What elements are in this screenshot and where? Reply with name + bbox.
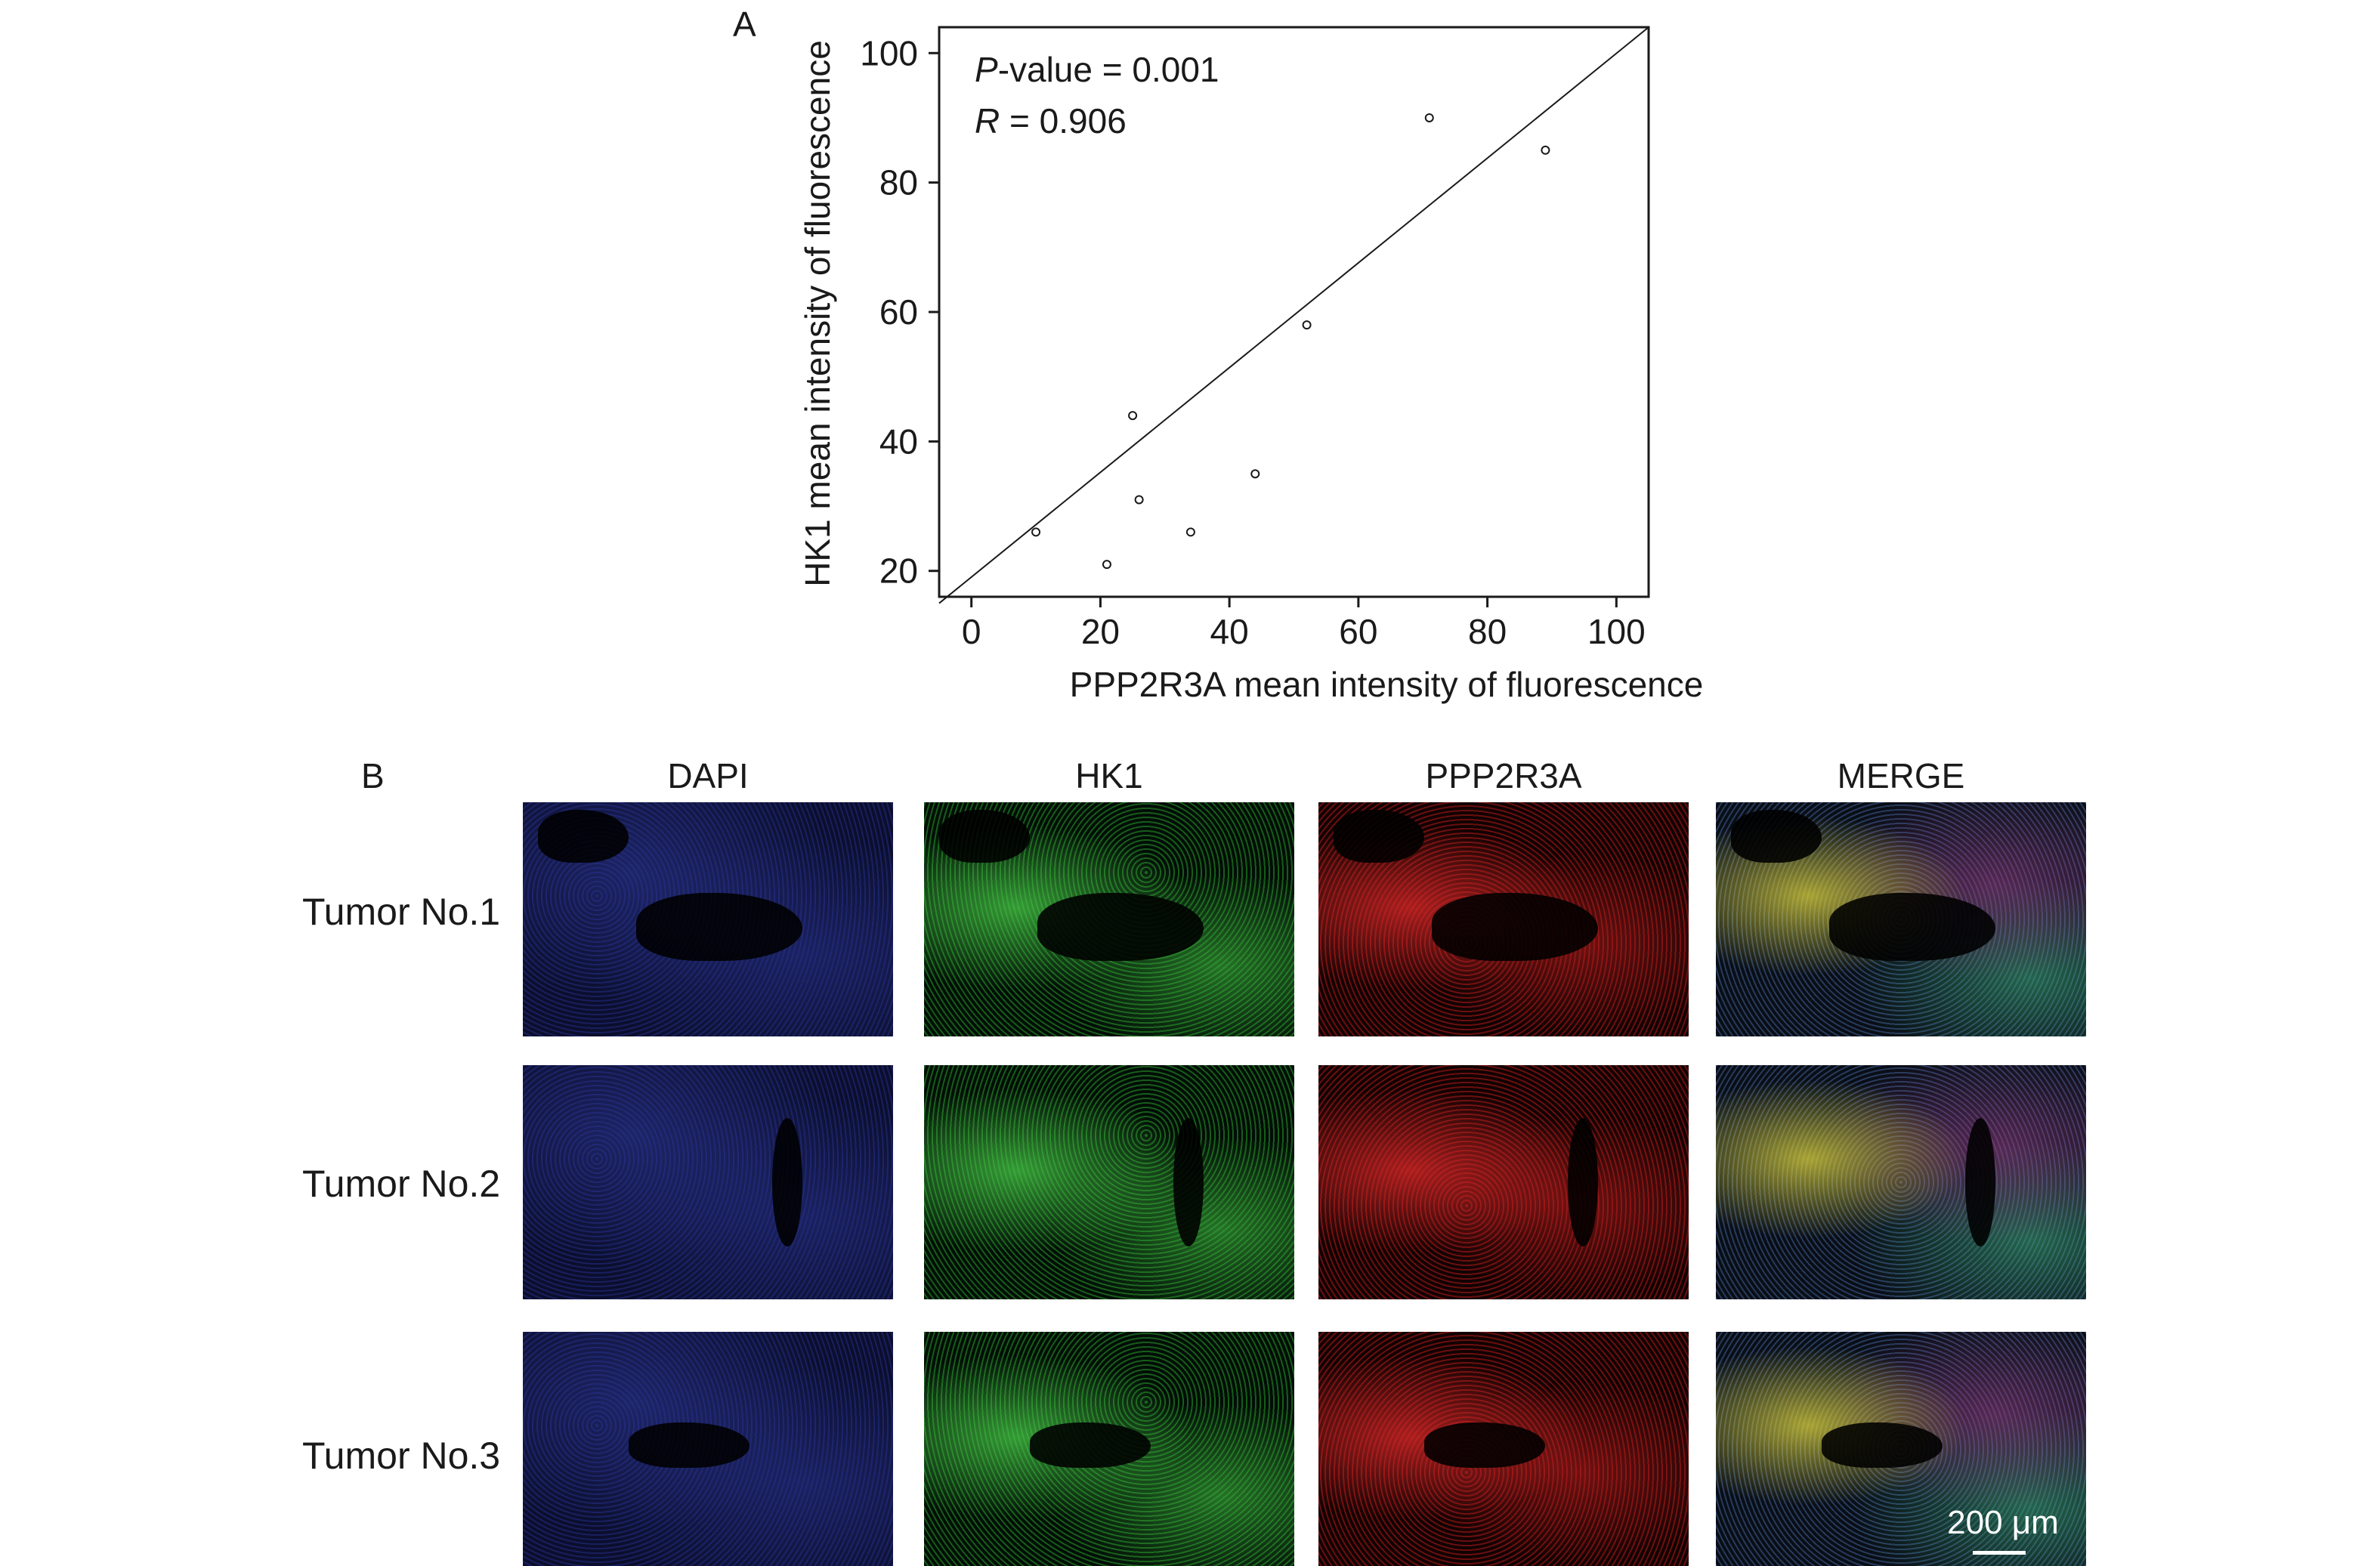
y-tick-label: 20 — [879, 551, 918, 591]
y-tick-label: 60 — [879, 292, 918, 332]
data-point — [1424, 113, 1434, 122]
image-tumor2-hk1 — [924, 1065, 1294, 1299]
chart-ticks: 0 20 40 60 80 100 20 40 60 80 100 — [860, 33, 1645, 651]
x-tick-label: 40 — [1210, 612, 1249, 651]
image-tumor3-hk1 — [924, 1332, 1294, 1566]
column-header-dapi: DAPI — [667, 756, 749, 795]
image-tumor3-dapi — [523, 1332, 893, 1566]
image-tumor1-hk1 — [924, 802, 1294, 1036]
data-points — [1031, 113, 1550, 570]
scatter-chart: 0 20 40 60 80 100 20 40 60 80 100 PPP2R3A mean int… — [798, 26, 1704, 704]
scale-bar — [1973, 1551, 2026, 1555]
x-tick-label: 80 — [1468, 612, 1507, 651]
fit-line — [938, 26, 1649, 604]
x-tick-label: 100 — [1587, 612, 1646, 651]
row-label-tumor-3: Tumor No.3 — [302, 1435, 501, 1477]
y-tick-label: 80 — [879, 163, 918, 202]
x-tick-label: 0 — [962, 612, 981, 651]
scale-bar-label: 200 μm — [1947, 1504, 2059, 1541]
data-point — [1134, 495, 1144, 505]
data-point — [1541, 145, 1550, 155]
image-tumor1-dapi — [523, 802, 893, 1036]
fit-line-group — [938, 26, 1649, 604]
x-tick-label: 60 — [1339, 612, 1377, 651]
data-point — [1128, 411, 1138, 421]
y-axis-label: HK1 mean intensity of fluorescence — [798, 40, 837, 587]
column-header-ppp2r3a: PPP2R3A — [1425, 756, 1582, 795]
data-point — [1102, 560, 1111, 570]
y-tick-label: 40 — [879, 422, 918, 461]
image-tumor1-merge — [1716, 802, 2086, 1036]
y-tick-label: 100 — [860, 33, 918, 73]
data-point — [1302, 320, 1312, 330]
data-point — [1031, 527, 1041, 537]
image-tumor3-ppp2r3a — [1318, 1332, 1689, 1566]
x-tick-label: 20 — [1081, 612, 1120, 651]
r-value-annotation: R = 0.906 — [975, 101, 1127, 141]
p-value-annotation: P-value = 0.001 — [975, 50, 1219, 89]
row-label-tumor-2: Tumor No.2 — [302, 1163, 501, 1205]
x-axis-label: PPP2R3A mean intensity of fluorescence — [1070, 665, 1704, 704]
image-tumor1-ppp2r3a — [1318, 802, 1689, 1036]
data-point — [1250, 469, 1260, 479]
row-label-tumor-1: Tumor No.1 — [302, 891, 501, 933]
panel-b-label: B — [361, 756, 385, 795]
image-tumor2-merge — [1716, 1065, 2086, 1299]
image-tumor2-ppp2r3a — [1318, 1065, 1689, 1299]
image-tumor2-dapi — [523, 1065, 893, 1299]
image-tumor3-merge: 200 μm — [1716, 1332, 2086, 1566]
column-header-merge: MERGE — [1837, 756, 1965, 795]
data-point — [1185, 527, 1195, 537]
panel-a-label: A — [733, 5, 756, 44]
column-header-hk1: HK1 — [1075, 756, 1143, 795]
